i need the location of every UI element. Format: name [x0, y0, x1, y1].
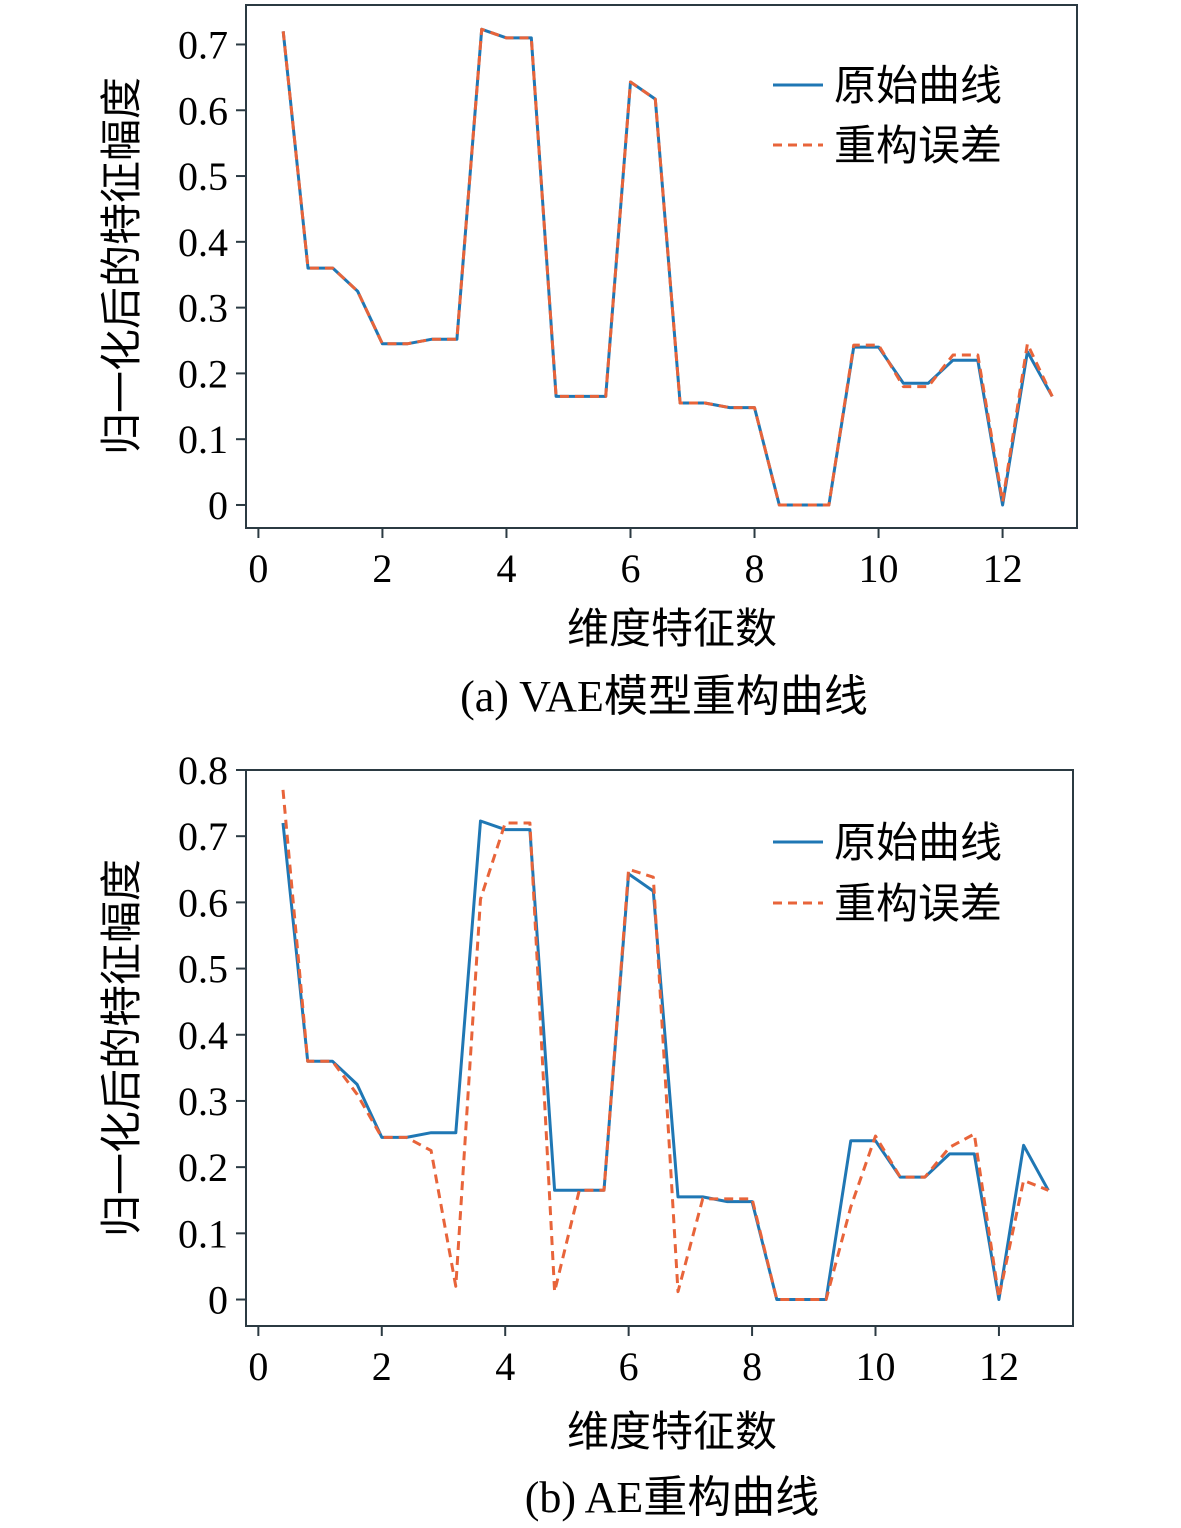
chart-a-y-tick-label: 0.3 [178, 286, 228, 331]
chart-a-y-tick-label: 0 [208, 483, 228, 528]
chart-a-y-tick-label: 0.1 [178, 417, 228, 462]
chart-a-x-ticks: 0 2 4 6 8 10 12 [248, 528, 1023, 591]
chart-b-x-axis-title: 维度特征数 [567, 1407, 777, 1456]
chart-a-y-tick-label: 0.5 [178, 154, 228, 199]
chart-a-y-ticks: 0 0.1 0.2 0.3 0.4 0.5 0.6 0.7 [178, 22, 246, 528]
chart-b-x-ticks: 0 2 4 6 8 10 12 [248, 1326, 1019, 1389]
chart-b-series-reconstruction-line [281, 789, 1049, 1301]
chart-b-legend: 原始曲线 重构误差 [773, 818, 1002, 928]
chart-a-x-tick-label: 6 [620, 546, 640, 591]
chart-b-x-tick-label: 0 [248, 1344, 268, 1389]
chart-b-y-tick-label: 0.4 [178, 1013, 228, 1058]
chart-b-y-tick-label: 0.5 [178, 947, 228, 992]
chart-b-x-tick-label: 10 [856, 1344, 896, 1389]
chart-b-y-tick-label: 0.2 [178, 1145, 228, 1190]
chart-a-y-tick-label: 0.2 [178, 351, 228, 396]
chart-b-x-tick-label: 2 [372, 1344, 392, 1389]
chart-b-x-tick-label: 8 [742, 1344, 762, 1389]
chart-b-y-tick-label: 0.8 [178, 748, 228, 793]
chart-b-series [281, 789, 1050, 1301]
chart-b-x-tick-label: 6 [619, 1344, 639, 1389]
chart-a-x-tick-label: 10 [859, 546, 899, 591]
chart-a-series-reconstruction-line [281, 27, 1054, 507]
chart-b-y-axis-title: 归一化后的特征幅度 [97, 859, 146, 1237]
chart-b-x-tick-label: 12 [979, 1344, 1019, 1389]
chart-a-legend-label-original: 原始曲线 [834, 61, 1002, 110]
chart-a-y-tick-label: 0.7 [178, 22, 228, 67]
chart-a-x-tick-label: 0 [248, 546, 268, 591]
chart-a-plot-frame [245, 4, 1078, 529]
chart-b: 0 2 4 6 8 10 12 0 0.1 0.2 0.3 0.4 0.5 0.6 0.7 0.8 原始曲线… [97, 748, 1074, 1522]
chart-b-x-tick-label: 4 [495, 1344, 515, 1389]
chart-a-x-axis-title: 维度特征数 [567, 604, 777, 653]
chart-a-y-tick-label: 0.6 [178, 88, 228, 133]
chart-a-x-tick-label: 2 [372, 546, 392, 591]
chart-b-legend-label-reconstruction: 重构误差 [834, 879, 1002, 928]
chart-b-y-tick-label: 0.7 [178, 814, 228, 859]
chart-b-legend-label-original: 原始曲线 [834, 818, 1002, 867]
chart-b-y-tick-label: 0.3 [178, 1079, 228, 1124]
chart-a-x-tick-label: 8 [745, 546, 765, 591]
chart-a-legend-label-reconstruction: 重构误差 [834, 121, 1002, 170]
chart-b-y-ticks: 0 0.1 0.2 0.3 0.4 0.5 0.6 0.7 0.8 [178, 748, 246, 1323]
chart-b-y-tick-label: 0 [208, 1278, 228, 1323]
chart-a-y-tick-label: 0.4 [178, 220, 228, 265]
chart-a-x-tick-label: 12 [983, 546, 1023, 591]
chart-a-series [281, 27, 1054, 507]
chart-b-caption: (b) AE重构曲线 [525, 1473, 820, 1522]
chart-a-y-axis-title: 归一化后的特征幅度 [97, 77, 146, 455]
chart-a-caption: (a) VAE模型重构曲线 [460, 672, 868, 721]
chart-b-plot-frame [245, 769, 1074, 1327]
chart-b-y-tick-label: 0.1 [178, 1211, 228, 1256]
chart-a: 0 2 4 6 8 10 12 0 0.1 0.2 0.3 0.4 0.5 0.6 0.7 原始曲线 重构… [97, 4, 1078, 721]
chart-a-x-tick-label: 4 [496, 546, 516, 591]
chart-b-y-tick-label: 0.6 [178, 880, 228, 925]
chart-a-legend: 原始曲线 重构误差 [773, 61, 1002, 170]
